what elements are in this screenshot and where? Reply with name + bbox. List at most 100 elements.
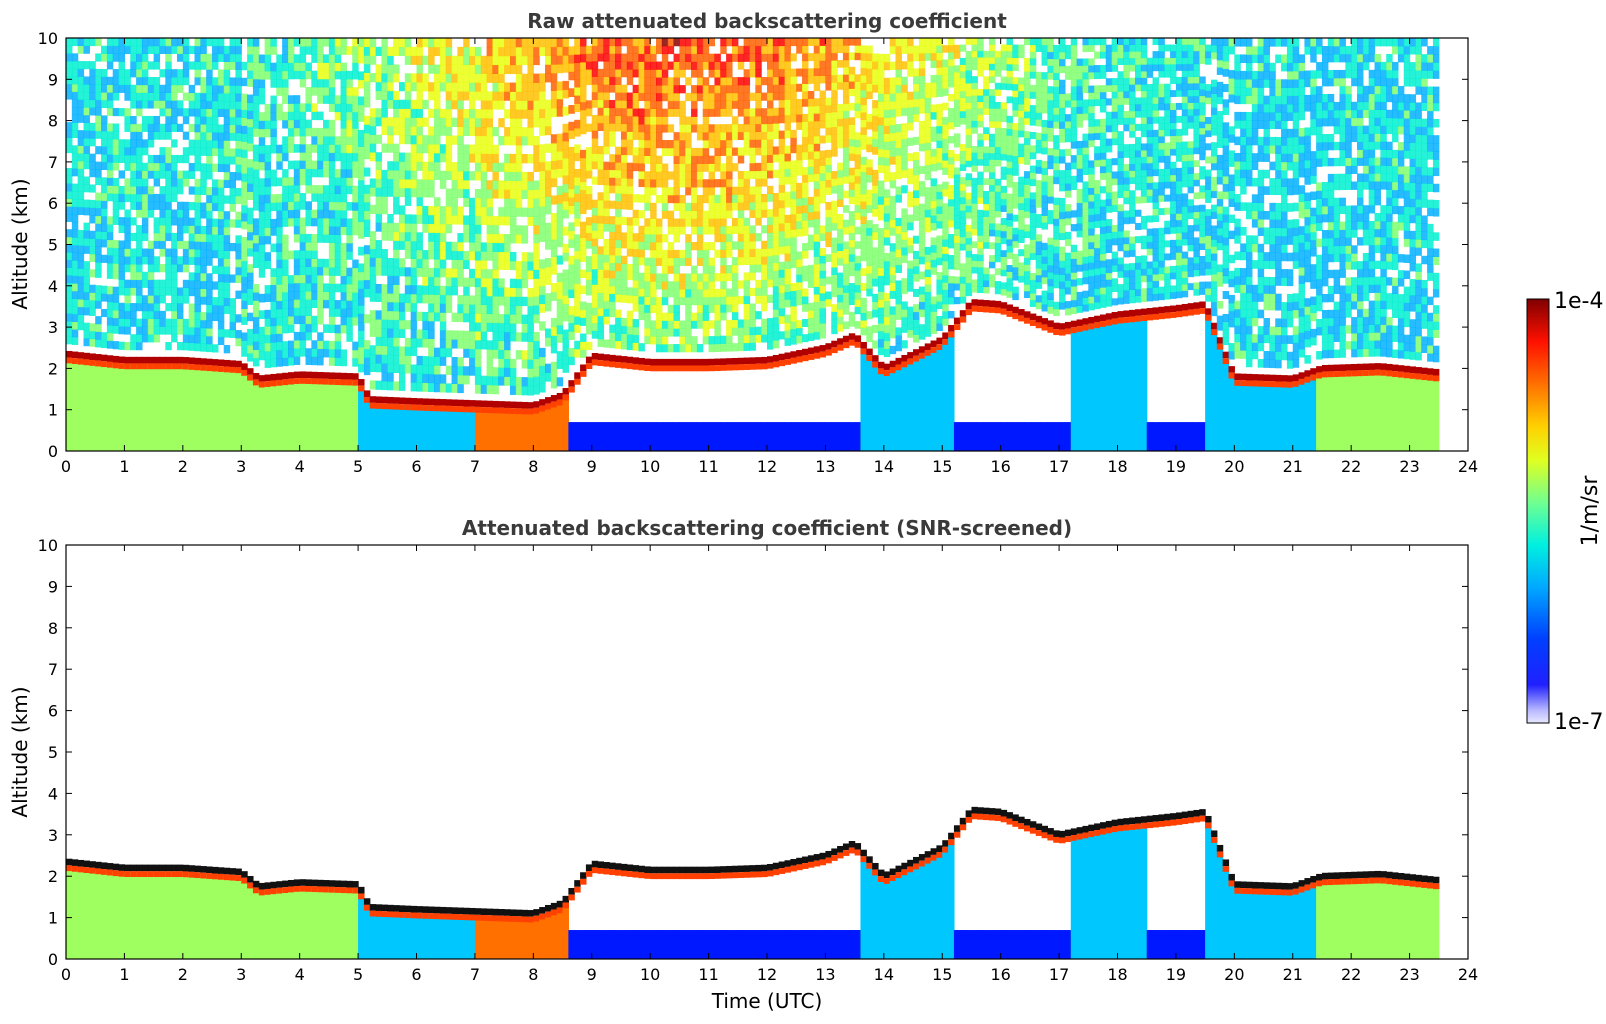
noise-cell (504, 207, 511, 217)
noise-cell (451, 55, 458, 65)
noise-cell (340, 201, 347, 211)
noise-cell (71, 267, 79, 276)
noise-cell (474, 117, 482, 128)
noise-cell (743, 53, 751, 62)
noise-cell (533, 46, 540, 57)
noise-cell (574, 283, 581, 293)
noise-cell (784, 330, 791, 339)
noise-cell (398, 170, 406, 180)
noise-cell (282, 78, 289, 88)
noise-cell (194, 194, 201, 203)
noise-cell (352, 62, 359, 72)
noise-cell (556, 107, 564, 117)
noise-cell (731, 194, 739, 203)
noise-cell (796, 121, 803, 130)
noise-cell (469, 277, 476, 287)
noise-cell (603, 38, 610, 47)
noise-cell (661, 92, 669, 102)
noise-cell (679, 336, 686, 345)
cloud-layer-cell (492, 400, 499, 408)
noise-cell (720, 312, 727, 321)
noise-cell (778, 84, 786, 93)
noise-cell (702, 273, 710, 282)
noise-cell (323, 127, 330, 137)
noise-cell (451, 162, 458, 172)
noise-cell (626, 131, 634, 140)
noise-cell (188, 334, 196, 344)
noise-cell (89, 76, 96, 85)
noise-cell (807, 128, 815, 137)
noise-cell (550, 99, 558, 109)
cloud-layer-cell (159, 356, 166, 364)
noise-cell (767, 162, 774, 171)
noise-cell (813, 263, 821, 272)
noise-cell (130, 123, 137, 132)
noise-cell (615, 185, 622, 194)
noise-cell (393, 196, 400, 206)
noise-cell (574, 193, 581, 203)
noise-cell (217, 266, 225, 275)
noise-cell (252, 119, 260, 129)
noise-cell (276, 276, 283, 285)
noise-cell (363, 210, 371, 220)
raw-backscatter-panel: Raw attenuated backscattering coefficien… (8, 9, 1478, 476)
noise-cell (136, 131, 143, 140)
noise-cell (620, 333, 628, 342)
noise-cell (644, 257, 651, 266)
cloud-layer-cell (381, 396, 388, 404)
noise-cell (311, 291, 318, 300)
noise-cell (761, 178, 768, 187)
noise-cell (305, 315, 312, 325)
noise-cell (515, 269, 523, 280)
noise-cell (562, 252, 569, 262)
noise-cell (101, 208, 108, 217)
noise-cell (539, 303, 546, 313)
noise-cell (200, 210, 207, 219)
noise-cell (696, 281, 704, 290)
noise-cell (457, 153, 464, 163)
noise-cell (568, 180, 575, 190)
noise-cell (796, 182, 803, 191)
noise-cell (603, 99, 610, 108)
noise-cell (737, 319, 745, 328)
noise-cell (463, 224, 470, 234)
noise-cell (772, 254, 780, 264)
noise-cell (182, 240, 190, 250)
noise-cell (176, 201, 184, 210)
noise-cell (147, 201, 155, 210)
noise-cell (136, 123, 143, 132)
noise-cell (626, 263, 634, 273)
noise-cell (498, 313, 505, 324)
noise-cell (644, 155, 651, 164)
noise-cell (778, 184, 786, 193)
noise-cell (398, 134, 406, 145)
noise-cell (217, 195, 225, 204)
noise-cell (620, 115, 628, 124)
noise-cell (714, 320, 721, 329)
cloud-layer-cell (328, 372, 336, 380)
heatmap-column (247, 375, 254, 451)
noise-cell (340, 210, 347, 219)
noise-cell (685, 289, 692, 298)
heatmap-column (358, 386, 365, 451)
noise-cell (428, 55, 435, 65)
noise-cell (597, 200, 605, 209)
noise-cell (603, 123, 610, 132)
noise-cell (550, 213, 558, 223)
cloud-layer-cell (854, 335, 862, 342)
noise-cell (673, 147, 680, 157)
noise-cell (247, 312, 254, 322)
noise-cell (176, 108, 184, 117)
cloud-layer-cell (293, 371, 301, 379)
noise-cell (340, 357, 347, 367)
noise-cell (574, 87, 581, 96)
noise-cell (276, 226, 283, 236)
noise-cell (358, 188, 365, 198)
cloud-base-cell (755, 363, 762, 370)
noise-cell (737, 77, 745, 86)
noise-cell (486, 278, 494, 288)
heatmap-column (743, 422, 751, 451)
noise-cell (252, 70, 260, 80)
noise-cell (147, 193, 155, 203)
noise-cell (515, 38, 523, 48)
